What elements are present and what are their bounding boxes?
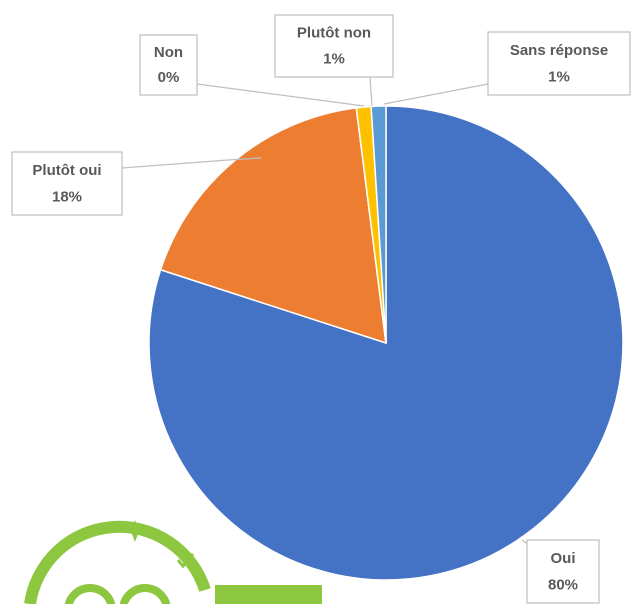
slice-label: Plutôt non — [297, 25, 371, 42]
slice-label: Plutôt oui — [32, 162, 101, 179]
label-box — [487, 31, 631, 96]
slice-label: Non — [154, 44, 183, 61]
label-box — [274, 14, 394, 78]
icon-arc — [24, 520, 211, 604]
leader-line — [369, 76, 373, 107]
slice-label: Oui — [551, 550, 576, 567]
label-box — [139, 34, 198, 96]
icon-sparkle — [124, 520, 146, 542]
slice-value: 1% — [548, 68, 570, 85]
slice-value: 18% — [52, 188, 82, 205]
icon-eye — [64, 584, 116, 604]
pie-slice — [370, 105, 387, 344]
icon-block — [215, 585, 322, 604]
decoration — [24, 520, 322, 604]
label-box — [526, 539, 600, 604]
leader-line — [383, 83, 489, 105]
label-box — [11, 151, 123, 216]
icon-eye — [119, 584, 171, 604]
pie-slice — [159, 107, 387, 345]
icon-check — [176, 553, 195, 569]
leader-line — [196, 83, 365, 107]
slice-value: 1% — [323, 51, 345, 68]
leader-line — [121, 157, 263, 169]
slice-value: 0% — [158, 69, 180, 86]
slice-label: Sans réponse — [510, 42, 608, 59]
slice-value: 80% — [548, 576, 578, 593]
